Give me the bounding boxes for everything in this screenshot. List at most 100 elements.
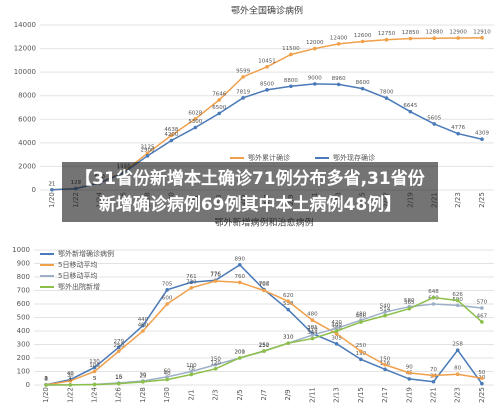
x-tick-label: 1/20 bbox=[42, 387, 50, 403]
y-tick-label: 400 bbox=[17, 327, 30, 335]
value-label: 250 bbox=[356, 343, 367, 349]
value-label: 0 bbox=[44, 377, 48, 383]
point bbox=[456, 36, 460, 40]
value-label: 250 bbox=[113, 343, 124, 349]
point bbox=[217, 111, 222, 116]
value-label: 120 bbox=[210, 360, 221, 366]
point bbox=[336, 82, 341, 87]
point bbox=[336, 42, 341, 46]
value-label: 1 bbox=[69, 376, 73, 382]
x-tick-label: 2/13 bbox=[333, 387, 341, 403]
value-label: 381 bbox=[307, 325, 318, 331]
value-label: 12910 bbox=[473, 29, 491, 35]
point bbox=[169, 133, 174, 138]
point bbox=[432, 122, 437, 126]
value-label: 30 bbox=[139, 372, 146, 378]
value-label: 4200 bbox=[164, 132, 178, 138]
y-tick-label: 1000 bbox=[12, 246, 30, 254]
value-label: 4309 bbox=[475, 131, 489, 137]
value-label: 130 bbox=[89, 359, 100, 365]
value-label: 890 bbox=[235, 256, 246, 262]
point bbox=[383, 310, 387, 314]
value-label: 252 bbox=[259, 342, 270, 348]
value-label: 60 bbox=[164, 368, 171, 374]
value-label: 720 bbox=[186, 279, 197, 285]
point bbox=[334, 329, 339, 333]
point bbox=[312, 82, 317, 86]
value-label: 6028 bbox=[188, 110, 202, 116]
point bbox=[189, 286, 194, 290]
value-label: 3125 bbox=[141, 145, 155, 151]
point bbox=[334, 331, 339, 336]
point bbox=[455, 298, 460, 303]
point bbox=[213, 367, 218, 371]
point bbox=[310, 333, 315, 337]
value-label: 201 bbox=[235, 349, 246, 355]
x-tick-label: 2/11 bbox=[308, 387, 316, 403]
point bbox=[165, 302, 169, 306]
value-label: 200 bbox=[235, 350, 246, 356]
value-label: 8500 bbox=[260, 81, 274, 87]
value-label: 7819 bbox=[236, 89, 250, 95]
point bbox=[213, 362, 218, 367]
y-tick-label: 800 bbox=[17, 273, 30, 281]
value-label: 570 bbox=[477, 300, 488, 306]
chart-title: 鄂外全国确诊病例 bbox=[231, 5, 303, 17]
value-label: 1 bbox=[44, 376, 48, 382]
value-label: 40 bbox=[164, 371, 171, 377]
value-label: 620 bbox=[283, 293, 294, 299]
value-label: 5 bbox=[93, 376, 97, 382]
value-label: 565 bbox=[404, 300, 415, 306]
value-label: 50 bbox=[478, 370, 485, 376]
point bbox=[193, 117, 198, 121]
point bbox=[141, 380, 145, 384]
value-label: 30 bbox=[67, 372, 74, 378]
legend-label: 鄂外累计确诊 bbox=[248, 153, 290, 162]
value-label: 12900 bbox=[449, 29, 467, 35]
value-label: 600 bbox=[162, 296, 173, 302]
value-label: 80 bbox=[454, 366, 461, 372]
point bbox=[312, 46, 317, 51]
point bbox=[141, 329, 145, 333]
value-label: 279 bbox=[113, 339, 124, 345]
value-label: 12880 bbox=[426, 30, 444, 36]
value-label: 12400 bbox=[330, 35, 348, 41]
point bbox=[289, 52, 293, 57]
value-label: 370 bbox=[307, 327, 318, 333]
value-label: 558 bbox=[283, 301, 294, 307]
point bbox=[383, 367, 387, 372]
x-tick-label: 2/1 bbox=[187, 389, 195, 400]
point bbox=[193, 125, 198, 130]
point bbox=[456, 131, 460, 136]
value-label: 7646 bbox=[212, 91, 226, 97]
point bbox=[92, 369, 97, 374]
point bbox=[455, 372, 460, 377]
series-line bbox=[45, 280, 483, 386]
point bbox=[384, 96, 389, 100]
point bbox=[189, 372, 194, 377]
value-label: 2 bbox=[44, 376, 48, 382]
value-label: 10 bbox=[115, 375, 122, 381]
point bbox=[165, 375, 169, 379]
value-label: 580 bbox=[404, 298, 415, 304]
value-label: 21 bbox=[48, 181, 55, 187]
point bbox=[265, 65, 269, 69]
value-label: 9000 bbox=[308, 75, 322, 81]
point bbox=[407, 306, 412, 311]
legend-label: 鄂外出院新增 bbox=[58, 282, 100, 291]
value-label: 70 bbox=[430, 367, 437, 373]
value-label: 11500 bbox=[282, 46, 300, 52]
point bbox=[431, 302, 436, 306]
legend-label: 鄂外新增确诊病例 bbox=[58, 249, 114, 258]
point bbox=[265, 88, 269, 92]
point bbox=[383, 362, 387, 367]
y-tick-label: 14000 bbox=[14, 21, 36, 29]
value-label: 40 bbox=[67, 371, 74, 377]
value-label: 8800 bbox=[284, 78, 298, 84]
point bbox=[217, 98, 222, 102]
value-label: 12750 bbox=[378, 31, 396, 37]
point bbox=[480, 36, 484, 40]
point bbox=[141, 323, 145, 328]
point bbox=[383, 313, 387, 318]
overlay-title: 【31省份新增本土确诊71例分布多省,31省份新增确诊病例69例其中本土病例48… bbox=[62, 162, 438, 222]
